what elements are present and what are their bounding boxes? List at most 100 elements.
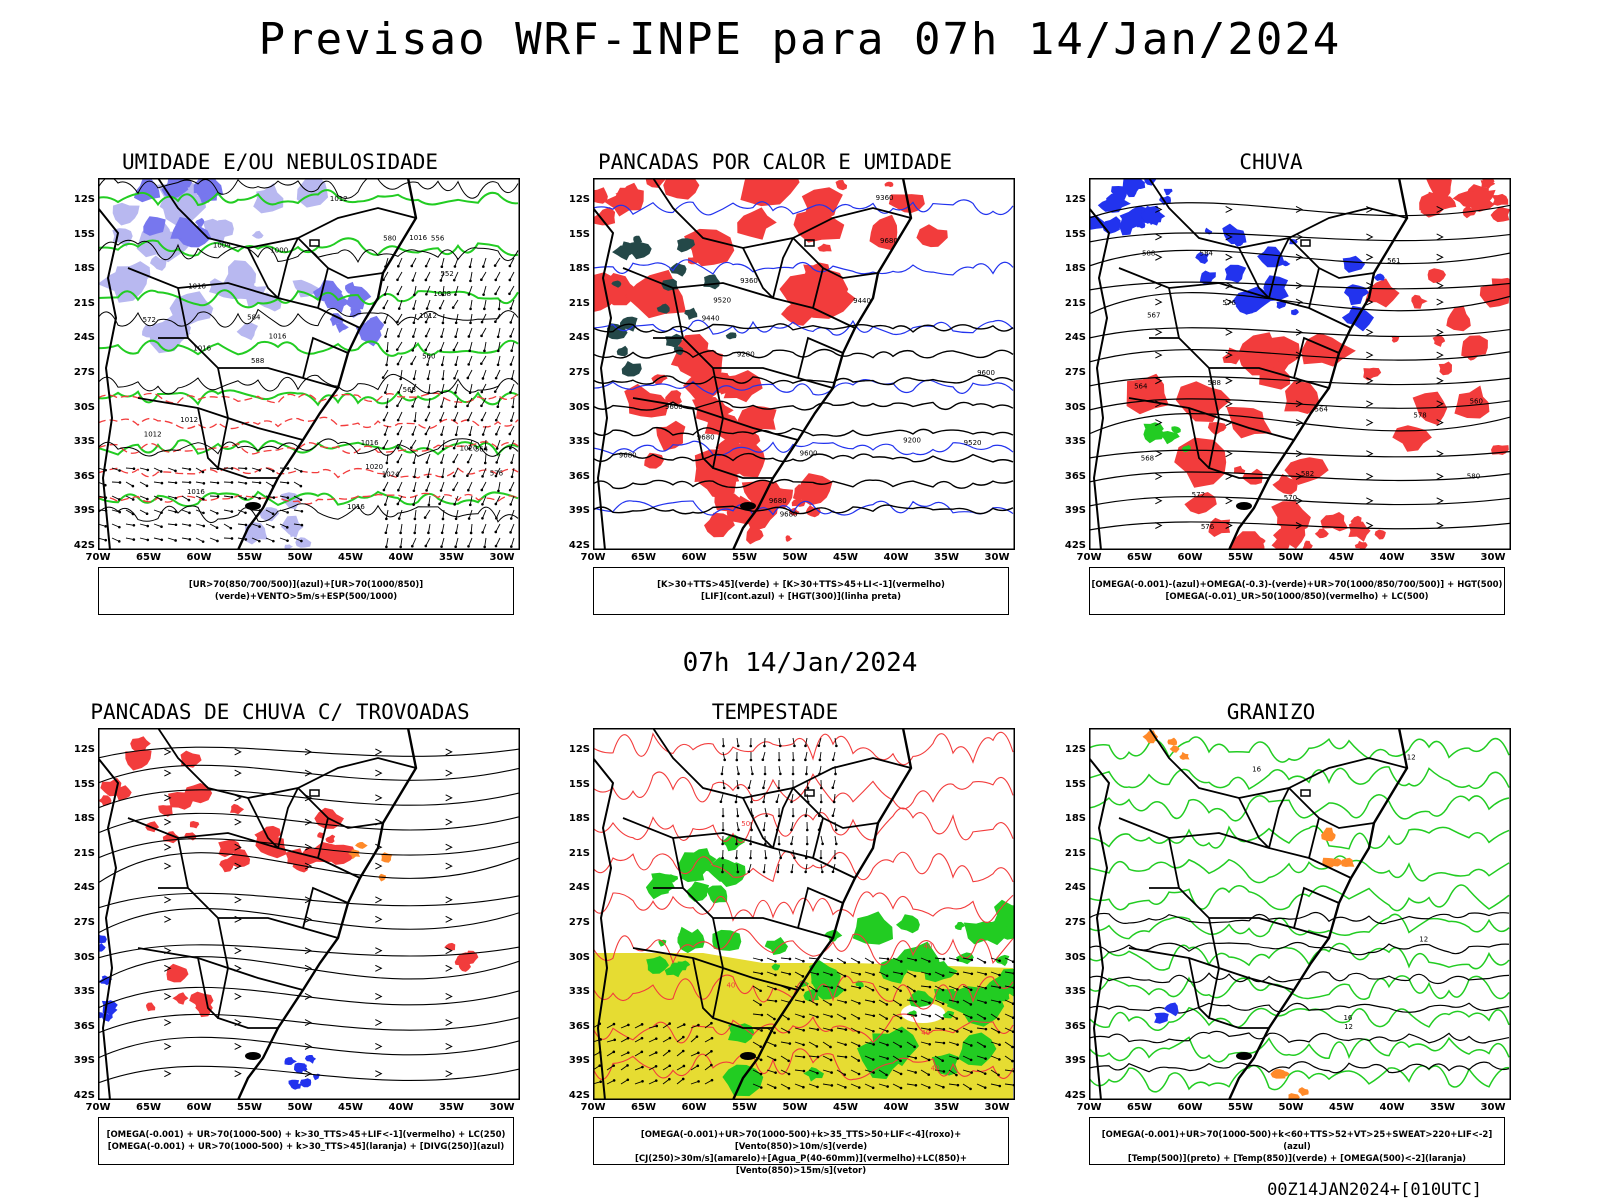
omega500-fill <box>1167 737 1178 746</box>
wind-vector <box>441 453 445 463</box>
humidity-high-fill <box>349 306 362 318</box>
wind-vector-head <box>383 475 386 478</box>
wind-vector <box>822 1083 832 1086</box>
wind-vector <box>483 285 487 295</box>
wind-vector-head <box>759 1058 763 1062</box>
wind-vector <box>906 957 916 961</box>
wind-vector <box>736 779 739 788</box>
streamline-arrow <box>375 964 383 972</box>
wind850-fill <box>975 920 1011 946</box>
wind-vector-head <box>396 278 399 282</box>
wind-vector-head <box>384 335 387 338</box>
wind-vector <box>620 1079 629 1085</box>
wind-vector <box>822 1055 832 1061</box>
instability-fill <box>740 178 800 207</box>
wind-vector <box>382 369 389 378</box>
wind-vector <box>383 271 389 281</box>
wind-vector-head <box>424 320 428 324</box>
wind-vector <box>976 1069 986 1075</box>
lon-tick-label: 65W <box>1127 552 1152 563</box>
wind-vector <box>762 779 766 788</box>
wind-vector <box>427 369 431 379</box>
rain-fill <box>1301 332 1356 367</box>
wind-vector-head <box>1011 1045 1014 1049</box>
wind-vector-head <box>682 1064 686 1068</box>
wind-vector-head <box>480 278 483 282</box>
wind-vector <box>976 1055 986 1060</box>
omega-fill <box>1224 264 1247 283</box>
wind-vector-head <box>509 503 513 506</box>
wind-vector-head <box>857 961 861 964</box>
contour-label: 584 <box>247 314 261 322</box>
wind-vector <box>195 537 204 543</box>
wind-vector-head <box>835 744 838 748</box>
map-canvas: 5885845805765725685645605885825785765705… <box>1089 178 1511 550</box>
wind-vector-head <box>872 1071 875 1074</box>
lon-tick-label: 60W <box>186 1102 212 1113</box>
humidity-high-fill <box>170 217 203 244</box>
wind-vector-head <box>412 489 416 493</box>
wind-vector-head <box>467 335 471 338</box>
wind-vector-head <box>468 447 471 450</box>
wind-vector-head <box>481 502 484 506</box>
lat-tick-label: 15S <box>73 228 95 240</box>
coastline <box>1227 178 1409 550</box>
wind-vector <box>634 1066 643 1071</box>
wind-vector <box>482 495 487 505</box>
wind-vector <box>279 481 288 484</box>
wind-vector <box>397 313 403 323</box>
wind-vector <box>467 411 473 421</box>
wind-vector-head <box>469 307 472 311</box>
wind-vector-head <box>384 503 387 506</box>
wind-vector-head <box>132 524 136 527</box>
lat-tick-label: 36S <box>73 470 95 482</box>
wind-vector-head <box>396 362 400 366</box>
wind-vector <box>414 411 417 421</box>
wind-vector <box>736 765 739 774</box>
lif-contour <box>593 500 1014 516</box>
wind-vector <box>704 1022 712 1029</box>
wind-vector-head <box>397 307 401 310</box>
wind-vector-head <box>626 1064 629 1067</box>
lon-tick-label: 65W <box>631 552 656 563</box>
lat-tick-label: 33S <box>568 436 590 448</box>
thunder-fill <box>325 834 336 844</box>
wind-vector <box>237 495 246 500</box>
wind-vector <box>453 439 459 449</box>
streamline <box>98 1013 520 1034</box>
omega-strong-fill <box>1171 426 1181 434</box>
wind-vector-head <box>802 1085 805 1089</box>
wind-vector <box>892 971 902 975</box>
divergence-fill <box>304 1055 317 1064</box>
rain-fill <box>1427 268 1446 283</box>
wind-vector <box>948 1069 957 1076</box>
wind-vector <box>676 1065 685 1071</box>
wind-vector-head <box>710 1078 714 1082</box>
streamline-arrow <box>304 896 313 904</box>
wind-vector-head <box>790 828 793 832</box>
wind-vector-head <box>913 974 917 978</box>
wind-vector-head <box>787 1030 791 1034</box>
thunder-fill <box>326 844 357 865</box>
wind-vector <box>426 481 431 491</box>
lat-tick-label: 36S <box>568 470 590 482</box>
wind-vector <box>662 1023 670 1029</box>
wind-vector-head <box>468 265 472 269</box>
wind-vector <box>125 537 134 541</box>
wind-vector <box>385 257 389 267</box>
map-umidade: 1016 1016 1012 1016 1016 1020 1016 1012 1016 1012… <box>74 178 520 563</box>
border-line <box>137 947 229 969</box>
temp850-contour <box>1089 1036 1510 1063</box>
wind-vector-head <box>829 1058 833 1062</box>
wind-vector <box>385 327 389 337</box>
wind-vector <box>467 397 473 407</box>
wind-vector-head <box>942 1041 946 1045</box>
humidity-fill <box>150 255 167 271</box>
contour-label: 584 <box>1200 250 1214 258</box>
lat-tick-label: 15S <box>1064 778 1086 790</box>
wind-vector-head <box>816 1071 819 1075</box>
wind-vector <box>766 999 776 1002</box>
west-border <box>98 757 120 1100</box>
wind-vector <box>510 411 515 421</box>
streamline-arrow <box>445 1019 453 1027</box>
